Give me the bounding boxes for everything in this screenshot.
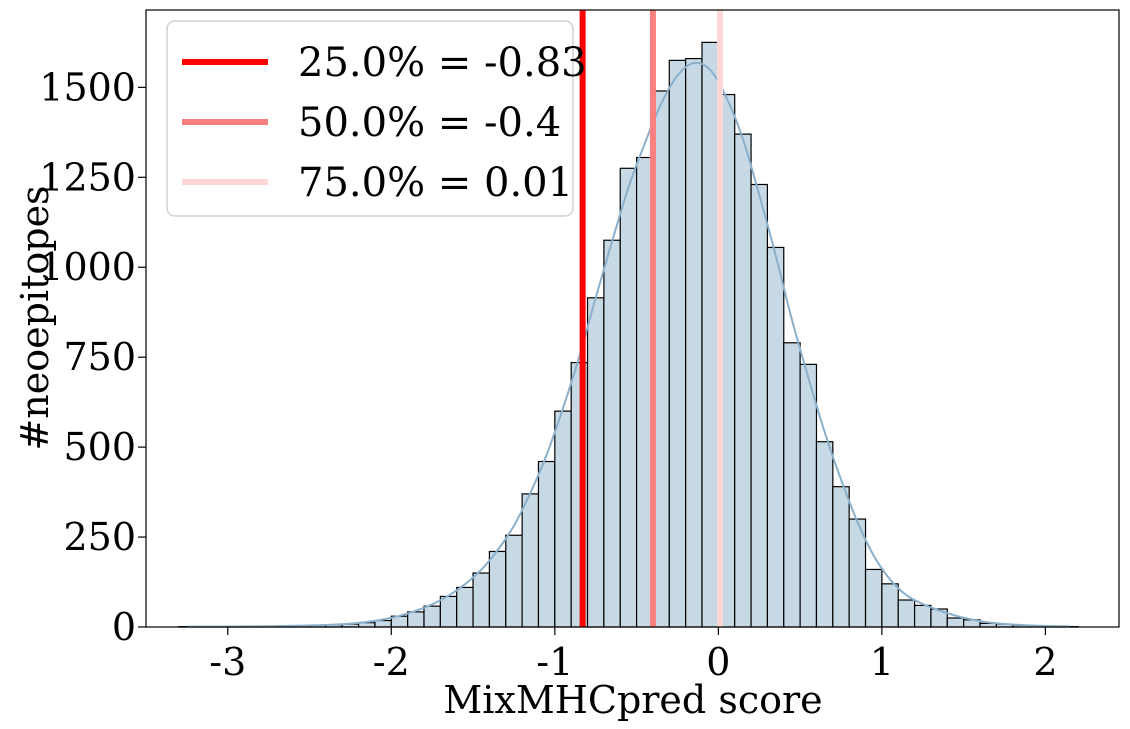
histogram-bar <box>734 133 752 628</box>
histogram-bar <box>456 586 474 628</box>
x-tick-label: 2 <box>1033 640 1057 684</box>
histogram-bar <box>832 486 850 628</box>
x-tick-label: 1 <box>870 640 894 684</box>
histogram-bar <box>668 59 687 628</box>
histogram-bar <box>946 617 965 628</box>
y-tick-label: 500 <box>63 425 136 469</box>
histogram-bar <box>864 568 883 628</box>
histogram-bar <box>881 583 899 628</box>
kde-curve <box>186 61 1070 628</box>
histogram-bar <box>783 342 801 628</box>
histogram-bar <box>472 572 491 628</box>
histogram-bar <box>685 57 703 628</box>
x-axis-label: MixMHCpred score <box>443 678 822 722</box>
histogram-bar <box>521 493 540 628</box>
x-axis-ticks: -3 -2 -1 0 1 2 <box>209 627 1058 684</box>
plot-frame <box>145 9 1120 628</box>
histogram-bar <box>407 611 425 628</box>
histogram-bar <box>537 460 556 628</box>
x-tick-label: -3 <box>209 640 246 684</box>
histogram-bar <box>913 604 932 628</box>
x-tick-label: 0 <box>706 640 730 684</box>
legend-label: 75.0% = 0.01 <box>298 160 573 206</box>
histogram-bar <box>897 599 916 628</box>
histogram-bar <box>603 239 621 628</box>
y-tick-label: 250 <box>63 515 136 559</box>
histogram-bar <box>815 441 834 628</box>
y-tick-label: 0 <box>112 605 136 649</box>
x-tick-label: -2 <box>373 640 410 684</box>
quantile-lines-layer <box>579 10 723 627</box>
legend-label: 25.0% = -0.83 <box>298 40 587 86</box>
legend-box <box>166 20 574 217</box>
histogram-bar <box>586 297 605 628</box>
histogram-bar <box>799 363 818 628</box>
histogram-bar <box>423 605 441 628</box>
histogram-bar <box>766 246 785 628</box>
y-tick-label: 1250 <box>39 155 136 199</box>
y-axis-ticks: 0 250 500 750 1000 1250 1500 <box>39 65 146 649</box>
y-tick-label: 1500 <box>39 65 136 109</box>
x-tick-label: -1 <box>536 640 573 684</box>
y-axis-label: #neoepitopes <box>13 185 57 450</box>
bars-layer <box>178 41 1079 628</box>
histogram-bar <box>750 183 769 628</box>
legend-items: 25.0% = -0.83 50.0% = -0.4 75.0% = 0.01 <box>182 40 587 206</box>
legend-label: 50.0% = -0.4 <box>298 100 561 146</box>
histogram-bar <box>505 534 523 628</box>
y-tick-label: 1000 <box>39 245 136 289</box>
legend: 25.0% = -0.83 50.0% = -0.4 75.0% = 0.01 <box>166 20 587 217</box>
histogram-bar <box>701 41 719 628</box>
y-tick-label: 750 <box>63 335 136 379</box>
histogram-bar <box>554 410 572 628</box>
histogram-bar <box>488 550 507 628</box>
histogram-bar <box>619 167 638 628</box>
histogram-bar <box>439 595 458 628</box>
